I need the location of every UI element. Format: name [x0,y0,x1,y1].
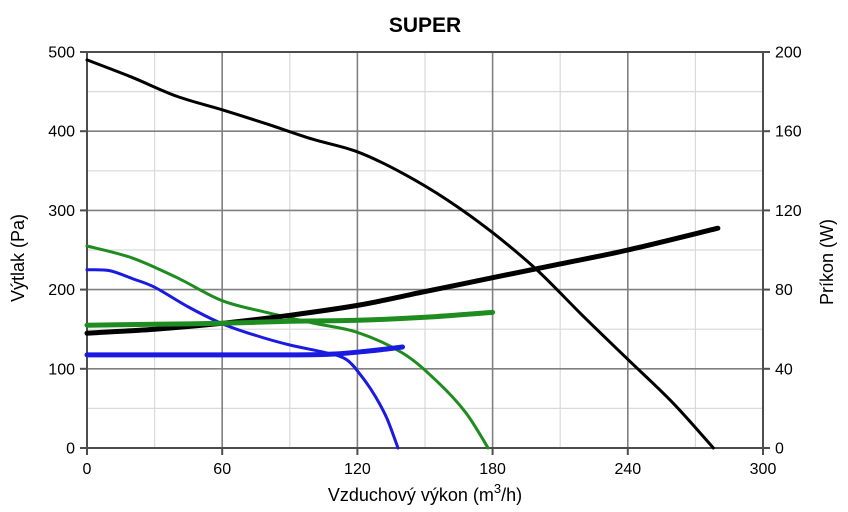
x-tick-label-60: 60 [213,461,231,478]
y-right-tick-label-40: 40 [775,361,793,378]
x-axis-title: Vzduchový výkon (m3/h) [328,481,522,505]
y-right-tick-label-0: 0 [775,441,784,458]
x-axis-title-suffix: /h) [501,485,522,505]
y-right-axis-title: Príkon (W) [817,219,837,305]
chart-title: SUPER [389,14,461,37]
series-pressure-mid-speed-green [85,244,490,450]
series-layer [84,58,721,450]
x-tick-label-300: 300 [750,461,777,478]
y-right-tick-label-120: 120 [775,203,802,220]
tick-labels-layer: 0 60 120 180 240 300 0 100 200 300 400 500 0 40 80 120 1… [48,45,802,479]
y-left-tick-label-100: 100 [48,361,75,378]
series-pressure-max-speed-black [85,58,715,450]
x-axis-title-superscript: 3 [494,481,501,496]
series-power-low-speed-blue [84,344,405,358]
x-tick-label-120: 120 [344,461,371,478]
series-pressure-low-speed-blue [85,268,400,450]
y-left-tick-label-400: 400 [48,124,75,141]
y-left-tick-label-500: 500 [48,45,75,62]
y-left-tick-label-200: 200 [48,282,75,299]
x-tick-label-0: 0 [83,461,92,478]
y-right-tick-label-160: 160 [775,124,802,141]
series-power-max-speed-black [84,225,721,336]
x-tick-label-240: 240 [614,461,641,478]
x-axis-title-prefix: Vzduchový výkon (m [328,485,494,505]
y-left-tick-label-0: 0 [66,441,75,458]
plot-border [86,51,764,449]
y-left-axis-title: Výtlak (Pa) [8,214,28,302]
axis-ticks-layer [80,51,770,455]
y-right-tick-label-80: 80 [775,282,793,299]
x-tick-label-180: 180 [479,461,506,478]
y-left-tick-label-300: 300 [48,203,75,220]
series-power-mid-speed-green [84,309,496,328]
grid-minor-layer [87,52,763,448]
y-right-tick-label-200: 200 [775,45,802,62]
